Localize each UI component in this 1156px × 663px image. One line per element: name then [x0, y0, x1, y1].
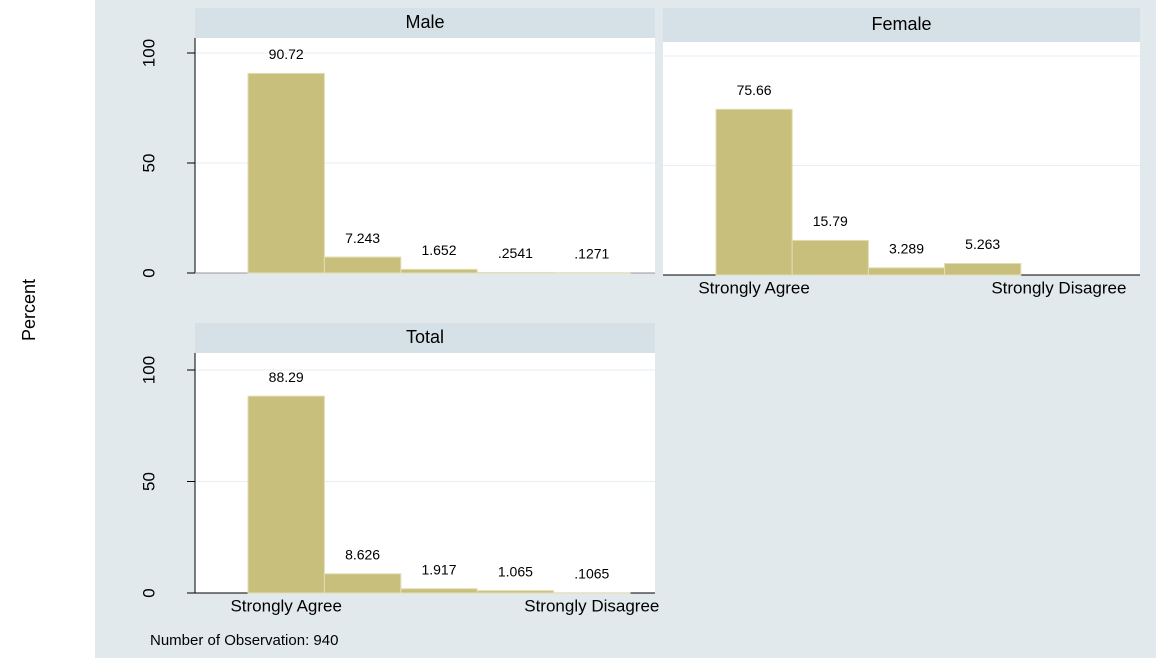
bar: [945, 263, 1021, 275]
y-tick-label: 100: [139, 39, 158, 67]
y-tick-label: 50: [139, 472, 158, 491]
value-label: 75.66: [737, 82, 772, 98]
panel-title: Male: [405, 12, 444, 32]
panel-title: Total: [406, 327, 444, 347]
value-label: 3.289: [889, 241, 924, 257]
bar: [477, 591, 553, 593]
value-label: 90.72: [269, 46, 304, 62]
panel-title: Female: [871, 14, 931, 34]
bar: [716, 109, 792, 275]
bar: [401, 269, 477, 273]
value-label: .1065: [574, 565, 609, 581]
value-label: 15.79: [813, 213, 848, 229]
note: Number of Observation: 940: [150, 632, 338, 649]
y-tick-label: 0: [139, 588, 158, 597]
bar: [477, 272, 553, 273]
y-tick-label: 0: [139, 268, 158, 277]
value-label: 88.29: [269, 369, 304, 385]
bar: [792, 240, 868, 275]
y-tick-label: 50: [139, 154, 158, 173]
value-label: 8.626: [345, 546, 380, 562]
x-tick-label: Strongly Agree: [230, 596, 342, 615]
x-tick-label: Strongly Disagree: [524, 596, 659, 615]
bar: [868, 268, 944, 275]
value-label: .1271: [574, 245, 609, 261]
value-label: 1.652: [421, 242, 456, 258]
value-label: 5.263: [965, 236, 1000, 252]
bar: [248, 396, 324, 593]
value-label: 1.917: [421, 561, 456, 577]
bar: [324, 574, 400, 593]
value-label: .2541: [498, 245, 533, 261]
bar: [324, 257, 400, 273]
value-label: 1.065: [498, 563, 533, 579]
x-tick-label: Strongly Disagree: [991, 278, 1126, 297]
x-tick-label: Strongly Agree: [698, 278, 810, 297]
value-label: 7.243: [345, 230, 380, 246]
y-tick-label: 100: [139, 356, 158, 384]
y-axis-label: Percent: [19, 279, 39, 341]
bar: [248, 73, 324, 273]
bar: [401, 589, 477, 593]
